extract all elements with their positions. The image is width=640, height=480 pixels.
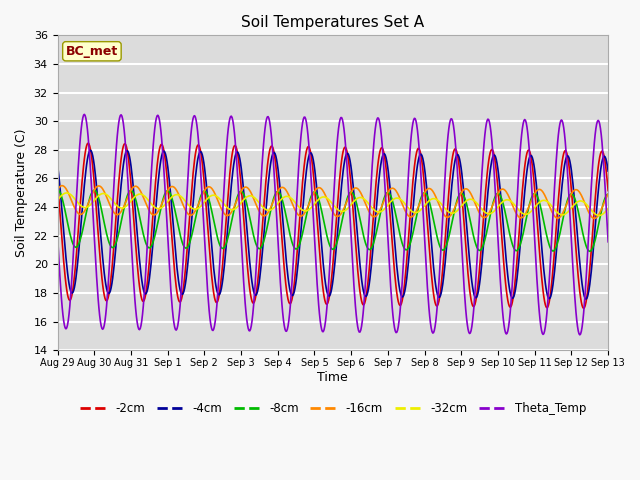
-8cm	[205, 197, 213, 203]
-16cm	[58, 183, 66, 189]
-8cm	[400, 244, 408, 250]
-4cm	[417, 151, 424, 157]
-2cm	[121, 141, 129, 146]
-16cm	[121, 201, 129, 207]
Theta_Temp	[576, 332, 584, 338]
-8cm	[120, 205, 128, 211]
-8cm	[586, 249, 593, 254]
-8cm	[54, 187, 61, 193]
Line: Theta_Temp: Theta_Temp	[58, 114, 608, 335]
Line: -16cm: -16cm	[58, 186, 608, 218]
-2cm	[206, 253, 214, 259]
-32cm	[604, 205, 612, 211]
Y-axis label: Soil Temperature (C): Soil Temperature (C)	[15, 129, 28, 257]
Theta_Temp	[604, 239, 612, 245]
-32cm	[595, 213, 603, 218]
-4cm	[206, 223, 214, 228]
-16cm	[591, 216, 598, 221]
-4cm	[121, 153, 129, 158]
-2cm	[580, 305, 588, 311]
Line: -8cm: -8cm	[58, 190, 608, 252]
-2cm	[177, 298, 185, 304]
Theta_Temp	[121, 135, 129, 141]
-2cm	[401, 282, 408, 288]
-32cm	[417, 207, 424, 213]
-16cm	[401, 206, 408, 212]
-2cm	[84, 140, 92, 146]
-4cm	[604, 168, 612, 174]
Theta_Temp	[417, 165, 424, 171]
-8cm	[604, 192, 612, 197]
-32cm	[63, 190, 70, 196]
-32cm	[54, 197, 61, 203]
-8cm	[176, 232, 184, 238]
-4cm	[86, 147, 94, 153]
Theta_Temp	[206, 315, 214, 321]
Line: -32cm: -32cm	[58, 193, 608, 216]
Title: Soil Temperatures Set A: Soil Temperatures Set A	[241, 15, 424, 30]
Text: BC_met: BC_met	[66, 45, 118, 58]
-16cm	[65, 190, 72, 196]
-32cm	[401, 200, 408, 206]
X-axis label: Time: Time	[317, 371, 348, 384]
-16cm	[417, 199, 424, 204]
-4cm	[54, 162, 61, 168]
Theta_Temp	[401, 242, 408, 248]
-8cm	[416, 199, 424, 205]
-2cm	[417, 150, 424, 156]
-16cm	[177, 196, 185, 202]
-32cm	[65, 190, 72, 196]
-16cm	[54, 187, 61, 192]
-4cm	[401, 290, 408, 296]
Theta_Temp	[63, 322, 71, 328]
Line: -2cm: -2cm	[58, 143, 608, 308]
-2cm	[63, 291, 71, 297]
-32cm	[121, 204, 129, 210]
-2cm	[604, 188, 612, 193]
-16cm	[604, 191, 612, 197]
-2cm	[54, 179, 61, 185]
Theta_Temp	[81, 111, 88, 117]
Theta_Temp	[54, 232, 61, 238]
Line: -4cm: -4cm	[58, 150, 608, 299]
-4cm	[63, 269, 71, 275]
-32cm	[206, 193, 214, 199]
-32cm	[177, 193, 185, 199]
-4cm	[177, 289, 185, 295]
Theta_Temp	[177, 294, 185, 300]
Legend: -2cm, -4cm, -8cm, -16cm, -32cm, Theta_Temp: -2cm, -4cm, -8cm, -16cm, -32cm, Theta_Te…	[75, 397, 591, 420]
-4cm	[582, 296, 589, 302]
-8cm	[63, 219, 71, 225]
-16cm	[206, 184, 214, 190]
